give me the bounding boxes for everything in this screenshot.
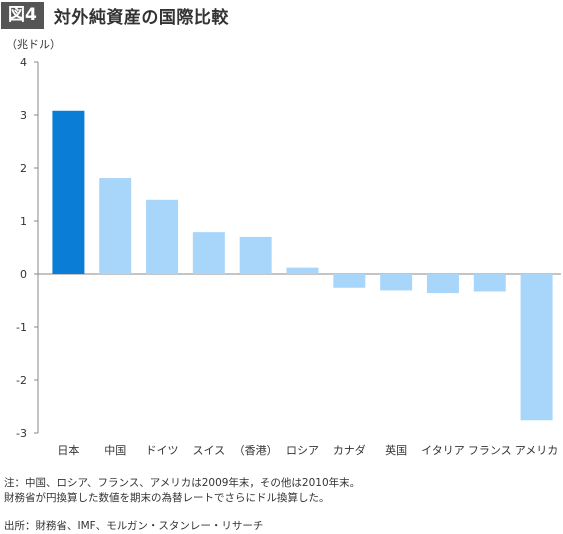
x-category-label: カナダ bbox=[333, 443, 366, 457]
y-tick-label: -2 bbox=[16, 374, 27, 387]
chart-title: 対外純資産の国際比較 bbox=[53, 7, 229, 28]
x-category-label: （香港） bbox=[234, 444, 278, 457]
y-tick-label: 4 bbox=[20, 56, 27, 69]
y-tick-label: 1 bbox=[20, 215, 27, 228]
bar bbox=[380, 274, 413, 291]
bar bbox=[239, 236, 272, 274]
y-tick-label: 3 bbox=[20, 109, 27, 122]
x-category-label: イタリア bbox=[421, 444, 465, 457]
bar bbox=[192, 232, 225, 274]
y-tick-label: -3 bbox=[16, 427, 27, 440]
y-tick-label: -1 bbox=[16, 321, 27, 334]
bar bbox=[146, 199, 179, 274]
y-unit-label: （兆ドル） bbox=[6, 38, 61, 51]
bar bbox=[520, 274, 553, 421]
chart-header: 図4 対外純資産の国際比較 bbox=[0, 0, 229, 30]
x-category-label: ドイツ bbox=[146, 444, 179, 457]
bar bbox=[286, 267, 319, 274]
bar bbox=[473, 274, 506, 292]
bars-group bbox=[52, 110, 553, 421]
x-category-label: 英国 bbox=[385, 443, 407, 457]
y-tick-label: 0 bbox=[20, 268, 27, 281]
bar bbox=[99, 178, 132, 274]
bar bbox=[333, 274, 366, 288]
x-category-label: 中国 bbox=[104, 444, 126, 457]
bar-chart: （兆ドル） 4 3 2 1 0 -1 -2 -3 日本 中国 ドイツ スイス （香港） ロシア カナダ 英国… bbox=[6, 38, 561, 457]
y-ticks: 4 3 2 1 0 -1 -2 -3 bbox=[16, 56, 38, 440]
note-line-2: 財務省が円換算した数値を期末の為替レートでさらにドル換算した。 bbox=[4, 492, 330, 504]
notes: 注：中国、ロシア、フランス、アメリカは2009年末，その他は2010年末。 財務… bbox=[4, 476, 360, 506]
bar bbox=[52, 110, 85, 274]
x-category-label: アメリカ bbox=[515, 444, 558, 457]
y-tick-label: 2 bbox=[20, 162, 27, 175]
x-category-label: フランス bbox=[468, 444, 512, 457]
x-category-label: ロシア bbox=[286, 444, 319, 457]
figure-label: 図4 bbox=[1, 1, 44, 29]
source-note: 出所：財務省、IMF、モルガン・スタンレー・リサーチ bbox=[4, 520, 264, 532]
bar bbox=[426, 274, 459, 294]
x-category-label: スイス bbox=[193, 444, 226, 457]
x-labels: 日本 中国 ドイツ スイス （香港） ロシア カナダ 英国 イタリア フランス アメリカ bbox=[57, 443, 558, 457]
x-category-label: 日本 bbox=[57, 443, 79, 457]
note-line-1: 注：中国、ロシア、フランス、アメリカは2009年末，その他は2010年末。 bbox=[4, 477, 361, 489]
